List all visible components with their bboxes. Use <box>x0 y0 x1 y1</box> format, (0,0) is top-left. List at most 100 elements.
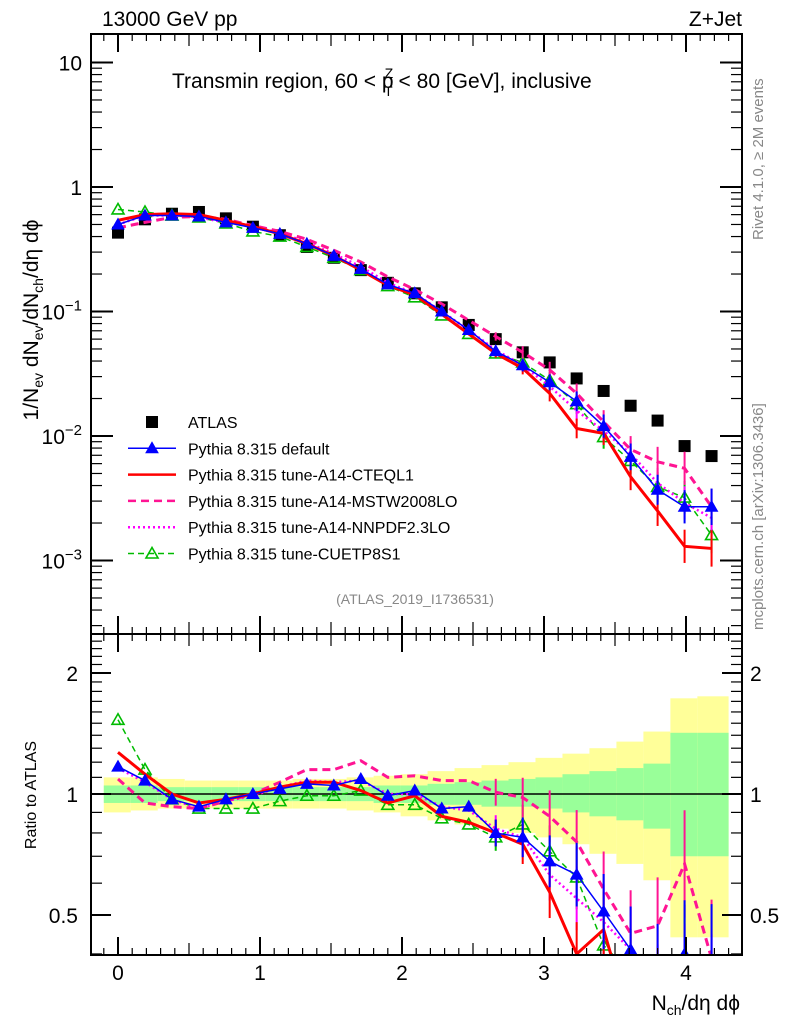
y-tick-label: 10 <box>59 53 82 76</box>
data-point <box>488 825 503 838</box>
x-tick-label: 4 <box>680 962 692 985</box>
data-point <box>111 217 125 230</box>
data-point <box>488 344 503 357</box>
y-tick-label: 10−1 <box>42 298 82 325</box>
data-point <box>679 946 690 955</box>
data-point <box>434 801 449 814</box>
data-point <box>299 788 315 802</box>
data-point <box>192 799 206 812</box>
plot-title-sup: Z <box>385 65 394 81</box>
data-point <box>192 209 206 222</box>
data-point <box>299 236 314 249</box>
data-point <box>273 781 287 794</box>
legend-marker <box>145 441 159 454</box>
ratio-y-tick-label-right: 2 <box>750 663 762 686</box>
x-tick-label: 1 <box>254 962 266 985</box>
main-plot-frame <box>90 33 743 635</box>
data-point <box>625 966 637 977</box>
x-tick-label: 3 <box>538 962 550 985</box>
data-point <box>706 957 718 968</box>
data-point <box>380 788 395 801</box>
x-axis-title: Nch/dη dϕ <box>652 992 740 1018</box>
data-point <box>138 773 152 786</box>
ylabel-p4: /dN <box>20 293 43 326</box>
legend-marker <box>144 545 160 559</box>
legend-label: Pythia 8.315 tune-A14-MSTW2008LO <box>188 494 457 511</box>
series-line <box>117 751 613 955</box>
data-point <box>623 449 638 462</box>
energy-label: 13000 GeV pp <box>102 8 237 31</box>
data-point <box>326 778 341 791</box>
data-point <box>569 867 584 880</box>
data-point <box>353 771 368 784</box>
data-point <box>110 201 126 215</box>
legend-marker <box>146 416 158 428</box>
ylabel-p2: dN <box>20 340 43 373</box>
data-point <box>219 792 233 805</box>
legend-label: Pythia 8.315 tune-A14-NNPDF2.3LO <box>188 520 450 537</box>
ylabel-p0: 1/N <box>20 388 43 421</box>
data-point <box>461 323 476 336</box>
data-point <box>246 220 260 233</box>
y-tick-label: 10−3 <box>42 547 82 574</box>
data-point <box>353 261 368 274</box>
ylabel-p3: ev <box>30 325 46 340</box>
data-point <box>705 450 718 463</box>
data-point <box>218 800 234 814</box>
ylabel-p5: ch <box>30 278 46 293</box>
rivet-version-label: Rivet 4.1.0, ≥ 2M events <box>750 78 767 240</box>
data-point <box>273 226 287 239</box>
data-point <box>650 482 665 495</box>
legend-label: Pythia 8.315 default <box>188 441 330 458</box>
data-point <box>570 372 583 385</box>
data-point <box>326 788 342 802</box>
plot-title-post: < 80 [GeV], inclusive <box>393 70 592 93</box>
analysis-id-label: (ATLAS_2019_I1736531) <box>336 591 494 607</box>
plot-title-sub: T <box>384 83 393 99</box>
ratio-y-tick-label-right: 1 <box>750 784 762 807</box>
data-point <box>569 394 584 407</box>
data-point <box>326 248 341 261</box>
process-label: Z+Jet <box>689 8 742 31</box>
ratio-y-tick-label-right: 0.5 <box>750 905 779 928</box>
data-point <box>678 440 691 453</box>
data-point <box>515 830 530 843</box>
x-tick-label: 2 <box>396 962 408 985</box>
ratio-plot-series <box>110 712 718 977</box>
data-point <box>704 499 719 512</box>
data-point <box>542 854 557 867</box>
data-point <box>380 277 395 290</box>
data-point <box>597 384 610 397</box>
series-line <box>117 208 713 536</box>
data-point <box>596 419 611 432</box>
legend-label: ATLAS <box>188 415 238 432</box>
ratio-uncertainty-bands <box>103 696 729 938</box>
y-tick-label: 1 <box>70 177 82 200</box>
ratio-plot-frame <box>90 633 743 956</box>
y-tick-label: 10−2 <box>42 422 82 449</box>
ylabel-p6: /dη dϕ <box>20 220 43 278</box>
ylabel-p1: ev <box>30 373 46 388</box>
data-point <box>542 375 557 388</box>
ratio-y-tick-label: 2 <box>66 663 78 686</box>
data-point <box>112 226 124 239</box>
data-point <box>138 208 152 221</box>
data-point <box>407 783 422 796</box>
axes: 0 1 2 3 4 10 1 10−1 10−2 10−3 2 2 1 1 0.5 0.5 <box>42 34 779 985</box>
data-point <box>407 797 423 811</box>
data-point <box>407 286 422 299</box>
series-line <box>117 759 713 955</box>
ratio-y-tick-label: 1 <box>66 784 78 807</box>
data-point <box>515 358 530 371</box>
mcplots-label: mcplots.cern.ch [arXiv:1306.3436] <box>750 403 767 630</box>
data-point <box>110 712 126 726</box>
data-point <box>272 793 288 807</box>
data-point <box>651 414 664 427</box>
data-point <box>434 304 449 317</box>
ratio-y-axis-title: Ratio to ATLAS <box>23 741 40 849</box>
data-point <box>652 966 664 977</box>
data-point <box>624 399 637 412</box>
data-point <box>165 792 179 805</box>
data-point <box>165 208 179 221</box>
